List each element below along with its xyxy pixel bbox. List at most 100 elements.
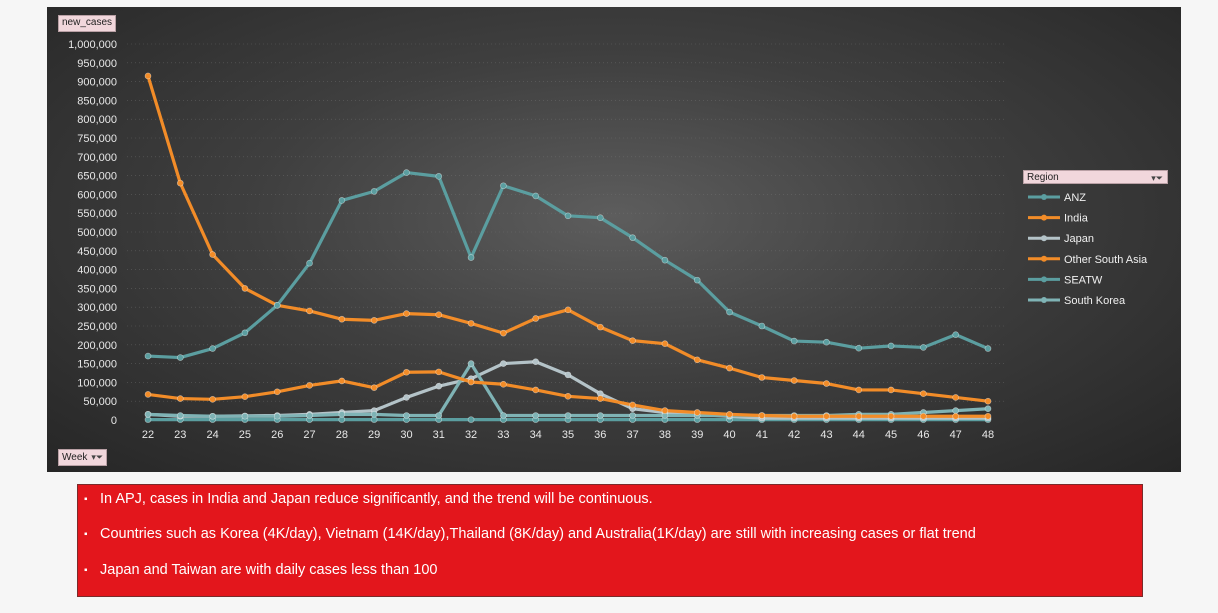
data-point (306, 412, 313, 419)
x-tick-label: 27 (303, 429, 315, 441)
value-field-label: new_cases (62, 17, 113, 28)
series-line-india (146, 75, 989, 403)
y-tick-label: 1,000,000 (68, 39, 117, 51)
filter-dropdown-icon[interactable]: ▾⏷ (1151, 173, 1163, 183)
data-point (435, 311, 443, 319)
data-point (177, 395, 184, 402)
week-field-button[interactable]: Week ▾⏷ (58, 449, 108, 466)
data-point (370, 317, 378, 324)
data-point (500, 182, 507, 190)
data-point (467, 378, 475, 386)
data-point (790, 337, 798, 345)
y-tick-label: 800,000 (77, 114, 117, 126)
note-text: Japan and Taiwan are with daily cases le… (100, 562, 438, 578)
x-tick-label: 24 (206, 429, 218, 441)
legend-label: India (1064, 213, 1089, 225)
data-point (758, 322, 766, 330)
legend-label: ANZ (1064, 192, 1086, 204)
data-point (661, 256, 669, 264)
data-point (823, 380, 830, 387)
legend-title-label: Region (1027, 172, 1059, 183)
x-tick-label: 41 (756, 429, 768, 441)
data-point (629, 234, 636, 241)
x-tick-label: 28 (336, 429, 348, 441)
data-point (564, 371, 572, 379)
data-point (532, 386, 539, 394)
legend-swatch-marker (1041, 255, 1047, 262)
filter-dropdown-icon[interactable]: ▾⏷ (91, 452, 104, 462)
data-point (338, 197, 346, 204)
data-point (273, 302, 281, 309)
x-tick-label: 39 (691, 429, 703, 441)
x-tick-label: 43 (820, 429, 832, 441)
data-point (629, 401, 636, 409)
data-point (403, 412, 410, 419)
value-field-button[interactable]: new_cases (58, 15, 117, 32)
x-tick-label: 48 (982, 429, 994, 441)
data-point (532, 358, 539, 366)
x-tick-label: 44 (853, 429, 865, 441)
data-point (209, 412, 216, 420)
data-point (661, 340, 669, 347)
data-point (984, 397, 992, 405)
data-point (467, 320, 475, 327)
data-point (241, 285, 249, 292)
x-tick-label: 34 (530, 429, 542, 441)
data-point (952, 412, 959, 420)
data-point (726, 364, 733, 372)
data-point (952, 407, 959, 414)
data-point (629, 412, 636, 419)
y-tick-label: 900,000 (77, 77, 117, 89)
data-point (887, 342, 895, 350)
x-tick-label: 37 (626, 429, 638, 441)
bullet-icon: ▪ (84, 528, 88, 540)
data-point (338, 315, 346, 323)
data-point (241, 393, 249, 400)
data-point (370, 411, 378, 418)
data-point (532, 192, 539, 200)
data-point (952, 394, 959, 401)
legend-swatch-marker (1041, 235, 1047, 242)
data-point (144, 391, 152, 398)
y-tick-label: 350,000 (77, 283, 117, 295)
data-point (726, 411, 733, 418)
data-point (952, 331, 959, 338)
y-tick-label: 150,000 (77, 359, 117, 371)
x-tick-label: 45 (885, 429, 897, 441)
note-item: ▪ Japan and Taiwan are with daily cases l… (84, 562, 437, 578)
legend-swatch-marker (1041, 214, 1047, 221)
x-tick-label: 33 (497, 429, 509, 441)
x-tick-label: 42 (788, 429, 800, 441)
note-text: Countries such as Korea (4K/day), Vietna… (100, 526, 976, 542)
week-field-label: Week (62, 452, 88, 463)
note-text: In APJ, cases in India and Japan reduce … (100, 491, 653, 507)
legend-label: Other South Asia (1064, 254, 1148, 266)
data-point (403, 169, 410, 176)
x-tick-label: 22 (142, 429, 154, 441)
legend-swatch-marker (1041, 297, 1047, 303)
notes-box: ▪ In APJ, cases in India and Japan reduce… (77, 484, 1143, 597)
data-point (564, 412, 572, 419)
data-point (597, 323, 604, 331)
data-point (855, 386, 863, 394)
x-tick-label: 36 (594, 429, 606, 441)
x-tick-label: 38 (659, 429, 671, 441)
data-point (564, 393, 572, 400)
x-tick-label: 25 (239, 429, 251, 441)
data-point (629, 337, 636, 344)
data-point (177, 179, 184, 187)
y-tick-label: 950,000 (77, 58, 117, 70)
y-tick-label: 200,000 (77, 340, 117, 352)
x-tick-label: 47 (950, 429, 962, 441)
data-point (887, 412, 895, 420)
data-point (693, 276, 701, 284)
data-point (597, 395, 604, 402)
y-tick-label: 450,000 (77, 246, 117, 258)
data-point (758, 374, 766, 381)
legend-region-filter[interactable]: Region ▾⏷ (1023, 170, 1168, 184)
y-tick-label: 750,000 (77, 133, 117, 145)
data-point (920, 412, 927, 420)
data-point (790, 412, 798, 420)
data-point (144, 72, 152, 80)
data-point (306, 382, 313, 389)
